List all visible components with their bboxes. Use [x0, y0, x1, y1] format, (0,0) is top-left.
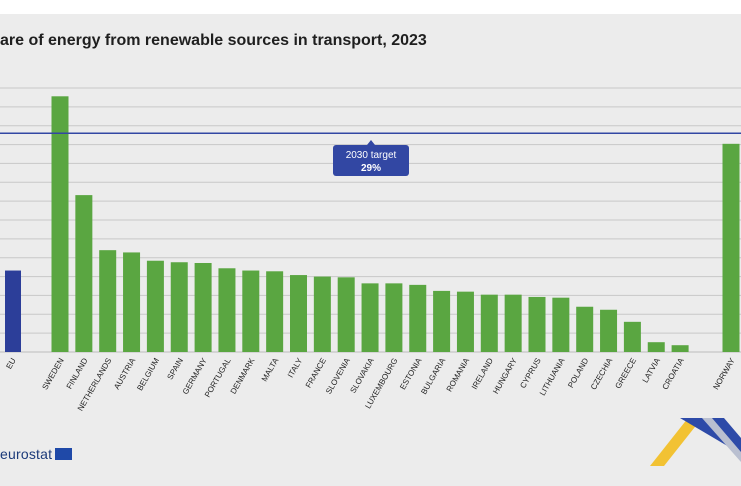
bar-italy	[290, 275, 307, 352]
x-tick-label: CZECHIA	[589, 356, 615, 391]
x-tick-label: BULGARIA	[419, 356, 447, 396]
yellow-stripe-shape	[650, 418, 702, 466]
bar-czechia	[600, 309, 618, 352]
x-tick-label: FINLAND	[65, 356, 90, 390]
bar-luxembourg	[385, 283, 403, 352]
x-tick-label: IRELAND	[470, 356, 495, 391]
bar-slovakia	[361, 283, 379, 352]
bar-malta	[266, 271, 284, 352]
x-tick-label: CROATIA	[661, 356, 687, 391]
eurostat-logo: eurostat	[0, 445, 73, 463]
x-tick-label: LITHUANIA	[538, 356, 567, 397]
corner-decoration	[650, 418, 741, 466]
bar-cyprus	[528, 296, 546, 352]
bar-hungary	[504, 294, 522, 352]
bar-belgium	[146, 260, 164, 352]
bar-germany	[194, 262, 212, 352]
bar-austria	[123, 252, 141, 352]
target-label: 2030 target	[346, 150, 397, 161]
chart-title: are of energy from renewable sources in …	[0, 32, 427, 49]
bar-france	[313, 276, 331, 352]
x-tick-label: ESTONIA	[398, 356, 424, 391]
x-tick-label: GREECE	[613, 357, 638, 391]
x-tick-label: HUNGARY	[491, 356, 519, 396]
eu-flag-icon	[55, 448, 73, 460]
x-tick-label: ROMANIA	[445, 356, 472, 393]
x-tick-label: ITALY	[286, 356, 305, 379]
bar-netherlands	[99, 250, 117, 352]
x-tick-label: EU	[4, 356, 17, 370]
bar-greece	[623, 321, 641, 352]
target-callout-pointer	[367, 140, 375, 145]
x-tick-label: AUSTRIA	[112, 356, 137, 391]
x-tick-label: NORWAY	[711, 356, 737, 391]
bar-bulgaria	[433, 290, 451, 352]
chart-background	[0, 14, 741, 486]
bar-eu	[5, 270, 21, 352]
bar-romania	[456, 291, 474, 352]
x-tick-label: CYPRUS	[518, 357, 542, 390]
bar-lithuania	[552, 297, 570, 352]
bar-estonia	[409, 284, 427, 352]
bar-slovenia	[337, 277, 355, 352]
bar-croatia	[671, 345, 689, 352]
x-tick-label: DENMARK	[229, 356, 257, 396]
x-tick-label: BELGIUM	[135, 356, 161, 392]
eurostat-wordmark: eurostat	[0, 446, 53, 462]
bar-poland	[576, 306, 594, 352]
bar-portugal	[218, 268, 236, 352]
x-tick-label: MALTA	[260, 356, 281, 383]
bar-finland	[75, 195, 93, 352]
grey-stripe-shape	[702, 418, 741, 462]
bar-spain	[170, 262, 188, 352]
x-tick-label: SLOVAKIA	[348, 356, 376, 395]
x-tick-label: POLAND	[566, 356, 590, 389]
x-tick-label: FRANCE	[304, 357, 328, 390]
target-value-label: 29%	[361, 163, 381, 174]
bar-denmark	[242, 270, 260, 352]
bar-latvia	[647, 342, 665, 352]
bar-norway	[722, 143, 740, 352]
x-tick-label: SPAIN	[165, 356, 185, 381]
bar-sweden	[51, 96, 69, 352]
x-tick-label: SWEDEN	[40, 356, 65, 391]
blue-stripe-shape	[680, 418, 741, 454]
target-callout-box	[333, 145, 409, 176]
x-tick-label: LATVIA	[641, 356, 663, 384]
bar-ireland	[480, 294, 498, 352]
